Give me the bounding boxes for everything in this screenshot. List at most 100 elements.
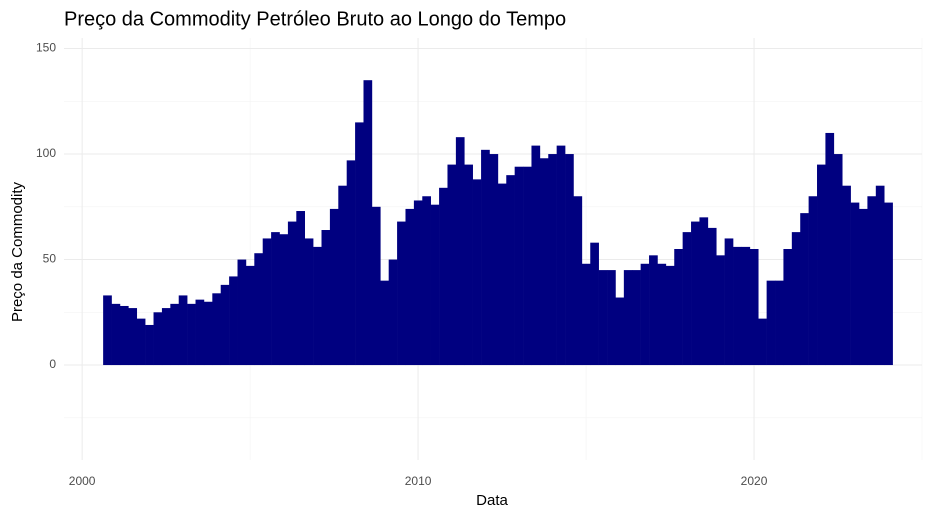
bar xyxy=(262,238,272,366)
bar xyxy=(808,196,818,366)
bar xyxy=(413,200,423,366)
bar xyxy=(783,249,793,366)
bar xyxy=(749,249,759,366)
y-tick-label: 100 xyxy=(36,146,56,160)
bar xyxy=(556,145,566,366)
bar xyxy=(875,185,885,366)
bar xyxy=(657,263,667,366)
bar xyxy=(371,206,381,366)
y-tick-label: 50 xyxy=(43,252,57,266)
bar xyxy=(665,265,675,366)
bar xyxy=(825,132,835,366)
bar xyxy=(775,280,784,366)
bar xyxy=(422,196,431,366)
bar xyxy=(640,263,650,366)
bar xyxy=(111,303,121,366)
bar xyxy=(682,232,692,366)
bar xyxy=(766,280,776,366)
bar xyxy=(649,255,658,366)
bar xyxy=(598,270,608,366)
bar xyxy=(254,253,264,366)
bar xyxy=(817,164,826,366)
bar xyxy=(296,211,306,366)
bar xyxy=(203,301,213,366)
bar xyxy=(136,318,146,366)
bar xyxy=(506,175,515,366)
bar xyxy=(405,208,415,366)
bar xyxy=(867,196,877,366)
bar xyxy=(187,303,196,366)
bar xyxy=(859,208,868,366)
bar xyxy=(103,295,112,366)
bar xyxy=(884,202,893,366)
bar xyxy=(447,164,457,366)
bar xyxy=(573,196,583,366)
bar xyxy=(581,263,591,366)
bar xyxy=(733,246,742,366)
bar xyxy=(632,270,641,366)
bar xyxy=(724,238,734,366)
bar xyxy=(170,303,180,366)
bar xyxy=(565,154,574,366)
bar xyxy=(548,154,557,366)
bar xyxy=(523,166,532,366)
bar xyxy=(145,324,154,366)
bar xyxy=(329,208,339,366)
bar xyxy=(615,297,625,366)
bar xyxy=(271,232,280,366)
bar xyxy=(590,242,599,366)
bar xyxy=(497,183,507,366)
bar xyxy=(699,217,709,366)
bar xyxy=(346,160,356,366)
bar xyxy=(850,202,860,366)
bar xyxy=(674,249,683,366)
bar xyxy=(363,80,373,366)
bar xyxy=(842,185,851,366)
bar xyxy=(455,137,465,366)
bar xyxy=(489,154,499,366)
x-tick-label: 2000 xyxy=(69,474,96,488)
bar xyxy=(161,308,171,366)
y-tick-label: 150 xyxy=(36,41,56,55)
bar xyxy=(800,213,809,366)
chart-title: Preço da Commodity Petróleo Bruto ao Lon… xyxy=(64,8,566,30)
bar xyxy=(355,122,364,366)
bar xyxy=(119,305,129,366)
bar xyxy=(430,204,440,366)
y-tick-label: 0 xyxy=(49,357,56,371)
bar xyxy=(245,265,255,366)
bar xyxy=(464,164,473,366)
bar xyxy=(237,259,247,366)
bar xyxy=(758,318,767,366)
bar xyxy=(304,238,314,366)
bar xyxy=(741,246,751,366)
bar xyxy=(791,232,801,366)
bar xyxy=(716,255,725,366)
bar xyxy=(229,276,238,366)
bar xyxy=(380,280,389,366)
bar xyxy=(607,270,616,366)
bar xyxy=(279,234,289,366)
bar xyxy=(153,312,163,366)
x-tick-label: 2010 xyxy=(405,474,432,488)
x-tick-label: 2020 xyxy=(741,474,768,488)
bar xyxy=(439,187,448,366)
bar xyxy=(313,246,322,366)
bar xyxy=(514,166,524,366)
bar xyxy=(833,154,843,366)
bar xyxy=(481,149,490,366)
bar xyxy=(195,299,205,366)
bar xyxy=(707,227,717,366)
bar xyxy=(472,179,482,366)
y-axis-label: Preço da Commodity xyxy=(9,181,26,322)
bar xyxy=(623,270,633,366)
bar xyxy=(220,284,230,366)
bar xyxy=(128,308,138,366)
bar xyxy=(691,221,700,366)
x-axis-label: Data xyxy=(476,492,508,509)
bar xyxy=(531,145,541,366)
bar xyxy=(397,221,406,366)
bar xyxy=(539,158,549,366)
bar xyxy=(178,295,188,366)
